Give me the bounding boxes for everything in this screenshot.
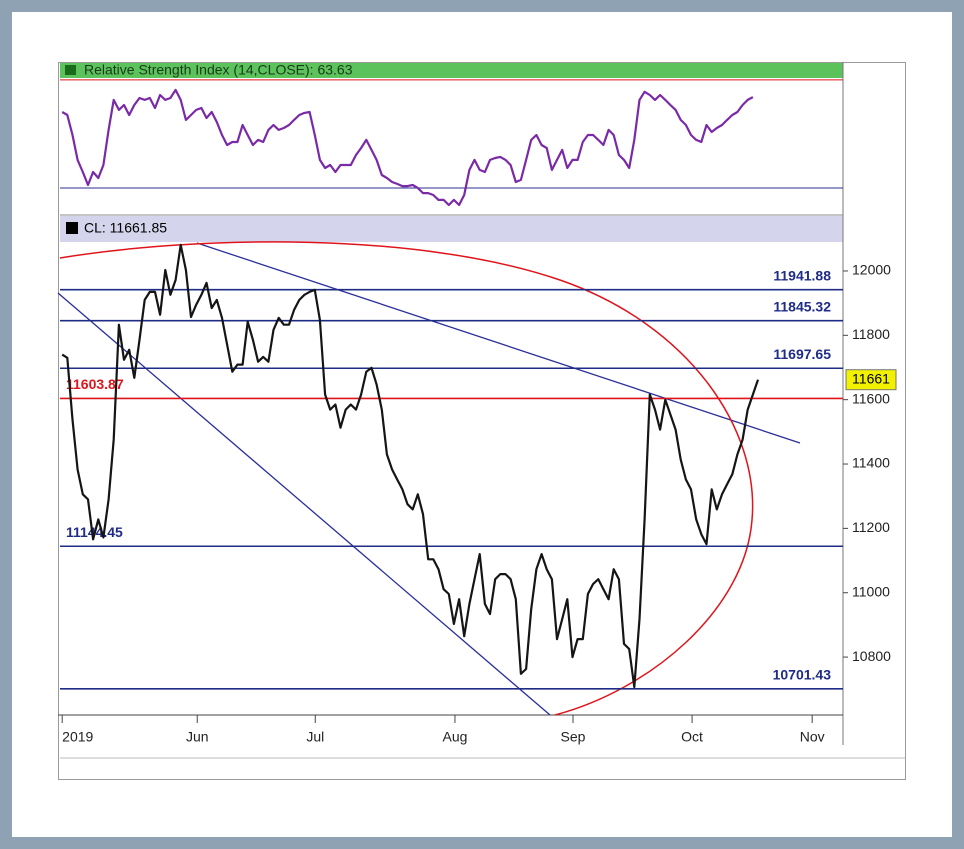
x-tick-label: Oct xyxy=(681,729,703,745)
y-tick-label: 11400 xyxy=(852,455,890,471)
level-label: 11697.65 xyxy=(773,346,831,362)
last-price-box xyxy=(845,369,897,391)
chart-box xyxy=(58,62,906,780)
trend-line xyxy=(196,242,801,444)
level-label: 11603.87 xyxy=(66,376,124,392)
x-tick-label: Sep xyxy=(561,729,586,745)
x-tick-label: Jun xyxy=(186,729,209,745)
level-label: 11845.32 xyxy=(773,298,831,314)
rsi-title: Relative Strength Index (14,CLOSE): 63.6… xyxy=(84,62,353,78)
price-title: CL: 11661.85 xyxy=(84,220,167,236)
price-header xyxy=(60,216,843,242)
x-tick-label: Nov xyxy=(800,729,825,745)
rsi-header xyxy=(60,63,843,78)
y-tick-label: 11200 xyxy=(852,519,890,535)
rsi-line xyxy=(61,88,754,207)
rsi-icon xyxy=(65,65,76,75)
trend-line xyxy=(57,292,551,716)
y-tick-label: 11800 xyxy=(852,326,890,342)
x-tick-label: Aug xyxy=(442,729,467,745)
price-line xyxy=(61,243,760,689)
level-label: 11941.88 xyxy=(773,267,831,283)
last-price-label: 11661 xyxy=(852,370,890,386)
level-label: 10701.43 xyxy=(773,667,832,683)
ellipse-annotation xyxy=(59,241,754,716)
y-tick-label: 11000 xyxy=(852,583,890,599)
y-tick-label: 10800 xyxy=(852,648,891,664)
y-tick-label: 11600 xyxy=(852,390,890,406)
price-icon xyxy=(66,222,78,234)
y-tick-label: 12000 xyxy=(852,262,891,278)
x-tick-label: 2019 xyxy=(62,729,93,745)
x-tick-label: Jul xyxy=(306,729,324,745)
